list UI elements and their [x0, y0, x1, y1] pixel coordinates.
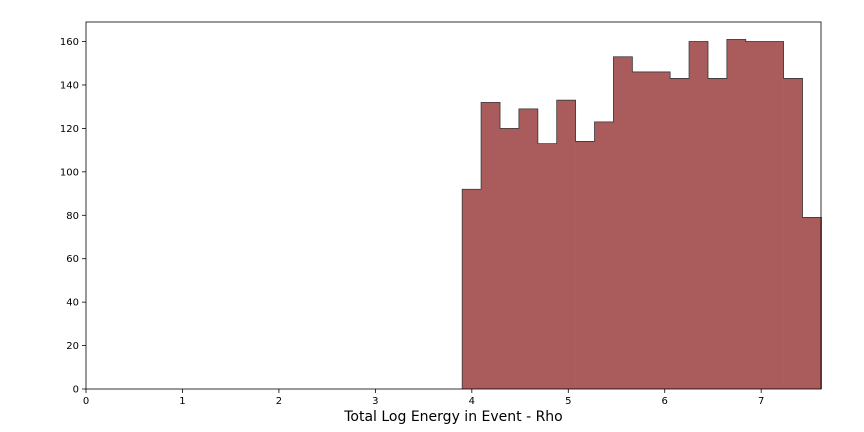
x-tick-label: 4: [469, 396, 475, 407]
histogram-bar: [783, 78, 803, 389]
histogram-bar: [462, 189, 482, 389]
x-tick-label: 6: [662, 396, 668, 407]
histogram-bars: [462, 39, 822, 390]
histogram-outline: [461, 38, 822, 389]
y-axis-ticks: 0 20 40 60 80 100 120 140 160: [60, 37, 86, 396]
histogram-bar: [481, 102, 501, 389]
x-tick-label: 7: [758, 396, 764, 407]
histogram-bar: [556, 100, 576, 389]
y-tick-label: 20: [66, 341, 79, 352]
y-tick-label: 100: [60, 167, 79, 178]
y-tick-label: 0: [73, 385, 79, 396]
histogram-bar: [537, 143, 558, 389]
x-tick-label: 2: [276, 396, 282, 407]
histogram-bar: [802, 217, 822, 389]
y-tick-label: 40: [66, 298, 79, 309]
histogram-bar: [670, 78, 690, 389]
histogram-bar: [707, 78, 728, 389]
y-tick-label: 80: [66, 211, 79, 222]
histogram-bar: [518, 108, 539, 390]
plot-frame: [85, 21, 822, 390]
x-tick-label: 5: [565, 396, 571, 407]
histogram-bar: [651, 71, 671, 389]
x-tick-label: 3: [372, 396, 378, 407]
histogram-bar: [575, 141, 595, 389]
histogram-bar: [764, 41, 784, 390]
x-tick-label: 1: [179, 396, 185, 407]
y-tick-label: 120: [60, 124, 79, 135]
histogram-bar: [594, 121, 614, 389]
histogram-bar: [689, 41, 709, 390]
y-tick-label: 60: [66, 254, 79, 265]
y-tick-label: 140: [60, 80, 79, 91]
x-tick-label: 0: [83, 396, 89, 407]
x-axis-label: Total Log Energy in Event - Rho: [343, 409, 563, 425]
histogram-bar: [499, 128, 520, 390]
histogram-bar: [632, 71, 652, 389]
histogram-bar: [745, 41, 765, 390]
histogram-bar: [726, 39, 747, 390]
histogram-bar: [613, 56, 633, 389]
x-axis-ticks: 0 1 2 3 4 5 6 7: [83, 389, 764, 407]
y-tick-label: 160: [60, 37, 79, 48]
